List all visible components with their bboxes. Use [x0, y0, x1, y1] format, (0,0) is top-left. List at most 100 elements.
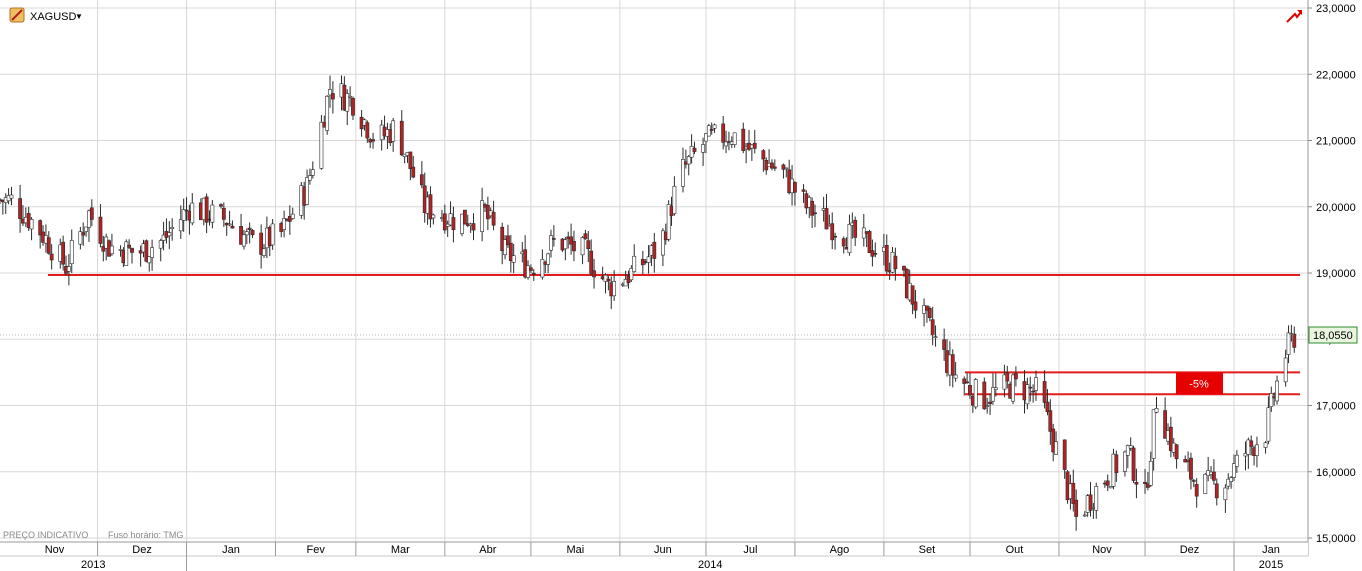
candle-body: [270, 223, 275, 246]
candle-body: [973, 379, 978, 408]
candle-body: [884, 244, 889, 272]
candle-body: [563, 239, 568, 250]
chevron-down-icon[interactable]: ▼: [75, 12, 83, 21]
candle-body: [1074, 499, 1079, 517]
current-price-value: 18,0550: [1313, 330, 1353, 342]
candle-body: [89, 207, 94, 220]
candle-body: [988, 401, 992, 405]
x-month-label: Nov: [1092, 544, 1112, 556]
candle-body: [348, 95, 353, 98]
candle-body: [463, 209, 467, 225]
candle-body: [428, 194, 433, 220]
candle-body: [184, 209, 189, 212]
candle-body: [147, 256, 152, 264]
candle-body: [706, 125, 711, 137]
candle-body: [942, 339, 947, 350]
candle-body: [144, 240, 149, 262]
candle-body: [709, 129, 714, 131]
candle-body: [523, 249, 528, 278]
candle-body: [210, 204, 215, 223]
candle-body: [282, 218, 287, 230]
y-tick-label: 16,0000: [1316, 467, 1356, 479]
candle-body: [724, 141, 728, 147]
candle-body: [1229, 477, 1234, 482]
candle-body: [569, 236, 573, 245]
annotation-box[interactable]: [1176, 372, 1223, 395]
candle-body: [1286, 332, 1291, 355]
candle-body: [1255, 444, 1259, 456]
candle-body: [962, 378, 967, 384]
candle-body: [893, 255, 898, 270]
candle-body: [1263, 442, 1268, 448]
y-tick-label: 20,0000: [1316, 202, 1356, 214]
price-axis: 23,000022,000021,000020,000019,000018,00…: [1308, 3, 1356, 545]
candle-body: [586, 240, 591, 250]
candle-body: [1123, 451, 1127, 472]
annotation-layer: -5%: [1176, 372, 1223, 395]
candle-body: [589, 250, 594, 274]
candle-body: [692, 147, 697, 152]
candle-body: [612, 281, 617, 297]
candle-body: [1042, 381, 1047, 403]
candle-body: [661, 230, 665, 256]
candle-body: [167, 232, 172, 237]
candle-body: [491, 212, 496, 226]
candle-body: [813, 212, 817, 215]
candle-body: [732, 132, 737, 145]
candle-body: [1168, 426, 1173, 452]
candle-body: [29, 219, 34, 230]
candle-body: [1088, 494, 1093, 511]
current-price-tag: 18,0550: [1308, 326, 1358, 344]
candle-body: [371, 139, 375, 142]
candle-body: [592, 270, 596, 278]
candle-body: [772, 166, 777, 169]
candle-body: [606, 278, 611, 282]
candle-body: [330, 93, 335, 100]
candle-body: [431, 214, 436, 219]
candle-body: [1249, 440, 1254, 447]
candle-body: [1131, 447, 1136, 481]
candle-body: [968, 385, 972, 396]
candle-body: [1146, 483, 1150, 488]
candle-body: [219, 204, 223, 207]
candle-body: [84, 226, 88, 232]
candle-body: [910, 285, 915, 305]
candle-body: [632, 255, 637, 272]
candle-body: [1154, 408, 1159, 413]
candle-body: [930, 319, 935, 336]
candle-body: [681, 159, 685, 187]
x-year-label: 2014: [698, 559, 722, 571]
candle-body: [325, 96, 330, 131]
candle-body: [365, 122, 370, 139]
candle-body: [1082, 514, 1087, 517]
candle-body: [247, 227, 252, 230]
x-year-label: 2013: [81, 559, 105, 571]
x-month-label: Dez: [132, 544, 152, 556]
candle-body: [38, 220, 43, 236]
candle-body: [1266, 407, 1271, 442]
annotation-label: -5%: [1189, 378, 1209, 390]
symbol-selector[interactable]: XAGUSD ▼: [9, 7, 83, 23]
candle-body: [244, 231, 249, 236]
y-tick-label: 22,0000: [1316, 69, 1356, 81]
candle-body: [526, 265, 530, 278]
candle-body: [178, 219, 183, 232]
candle-body: [328, 89, 332, 96]
candle-body: [991, 387, 995, 402]
x-month-label: Mar: [391, 544, 410, 556]
candle-body: [250, 230, 255, 236]
x-month-label: Ago: [830, 544, 850, 556]
candle-body: [833, 235, 837, 238]
candle-body: [721, 123, 726, 143]
trend-arrow-icon[interactable]: [1286, 10, 1302, 23]
candle-body: [1105, 480, 1110, 486]
x-month-label: Jan: [1262, 544, 1280, 556]
candle-body: [1028, 386, 1033, 389]
candle-body: [1125, 445, 1130, 456]
candle-body: [847, 224, 852, 254]
candle-body: [345, 93, 350, 112]
candle-body: [784, 167, 789, 170]
candle-body: [290, 213, 295, 219]
candle-body: [867, 231, 872, 254]
